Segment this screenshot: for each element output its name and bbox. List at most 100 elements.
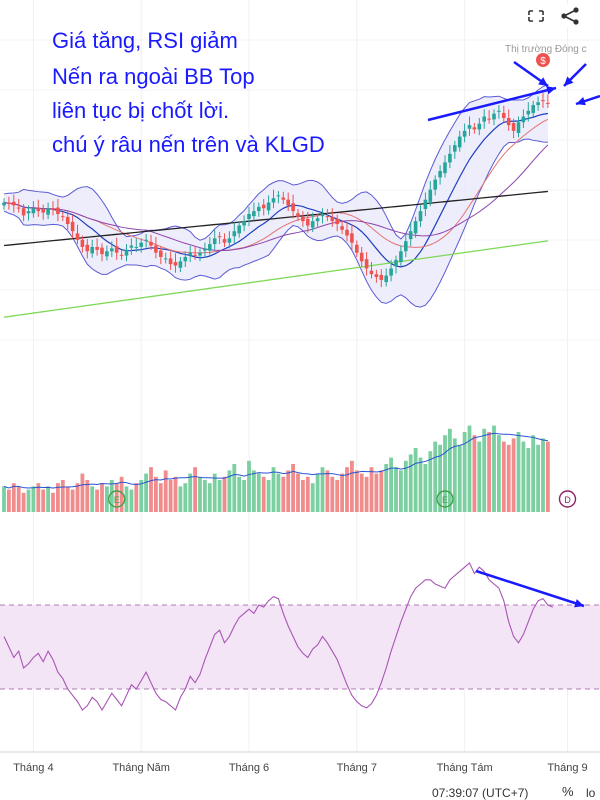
candle-body [46,208,50,215]
volume-bar [359,473,364,512]
candle-body [271,198,276,203]
candle-body [335,219,339,225]
volume-bar [403,460,408,512]
candle-body [320,214,325,217]
candle-body [237,225,241,234]
arrow-icon [546,85,556,95]
volume-bar [516,432,521,512]
volume-bar [345,467,349,512]
volume-marker-ring [107,490,126,508]
ma-purple-line [3,144,549,252]
candle-body [70,221,75,232]
event-marker-label: $ [540,56,546,67]
candle-body [90,246,94,254]
volume-bar [256,473,261,512]
volume-bar [11,483,16,512]
candle-body [168,258,173,265]
candle-body [159,250,163,257]
ma-fast-line [3,112,548,268]
candle-body [340,226,344,230]
share-icon [561,7,579,25]
candle-body [114,246,119,253]
candle-body [144,239,148,241]
volume-bar [281,476,286,512]
candle-body [31,208,36,214]
volume-bar [222,476,227,512]
volume-bar [521,441,526,512]
candle-body [536,102,540,106]
candle-body [80,239,85,247]
volume-bar [80,473,85,512]
candle-body [315,218,320,222]
candle-body [26,211,31,214]
x-tick-label: Tháng 9 [547,762,587,774]
volume-marker: D [558,490,577,508]
candle-body [178,261,183,268]
candle-body [286,199,290,206]
bollinger-bands [3,84,549,308]
candle-body [487,118,491,120]
candle-body [448,153,452,163]
volume-bar [335,480,340,512]
candle-body [428,189,433,202]
candle-body [531,105,535,113]
candle-body [36,208,41,212]
candlestick-series: $ [2,53,550,288]
candle-body [472,127,477,130]
candle-body [301,216,305,222]
candle-body [330,216,335,222]
candle-body [394,259,398,267]
volume-bar [51,492,55,512]
volume-bar [408,454,413,512]
percent-scale-button[interactable]: % [562,784,574,799]
expand-button[interactable] [522,4,550,28]
volume-bar [433,441,438,512]
candle-body [423,199,428,209]
volume-bar [212,473,217,512]
volume-bar [487,432,491,512]
candle-body [404,241,408,252]
candle-body [2,202,6,206]
volume-bar [7,489,11,512]
annotation-line-4: chú ý râu nến trên và KLGD [52,132,325,157]
volume-bar [198,476,202,512]
clock-readout: 07:39:07 (UTC+7) [432,786,529,800]
volume-bar [492,425,496,512]
candle-body [276,195,281,197]
rsi-panel [0,562,600,712]
volume-bar [389,457,393,512]
candle-body [359,252,364,262]
candle-body [124,249,129,256]
candle-body [232,231,237,237]
candle-body [208,244,212,251]
volume-bar [149,467,153,512]
volume-bar [315,473,320,512]
legend-status: Thị trường Đóng c [505,44,587,55]
share-button[interactable] [556,4,584,28]
candle-body [350,233,354,243]
candle-body [364,259,369,269]
volume-bar [36,483,41,512]
candle-body [521,116,526,123]
x-axis: Tháng 4 Tháng Năm Tháng 6 Tháng 7 Tháng Tám T… [13,762,587,774]
volume-bar [526,448,531,512]
volume-bar [261,476,266,512]
volume-bar [482,428,487,512]
candle-body [203,248,207,251]
candle-body [310,221,315,228]
volume-bar [310,483,315,512]
volume-bar [501,441,506,512]
volume-bar [217,480,222,512]
candle-body [173,262,178,266]
volume-bar [472,435,477,512]
volume-marker-label: D [564,495,571,505]
arrow-shaft [427,86,557,122]
candle-body [257,206,261,212]
candle-body [95,246,99,250]
candle-body [502,112,506,118]
log-scale-button[interactable]: lo [586,786,596,800]
candle-body [242,221,246,226]
volume-bar [350,460,354,512]
ma-black-line [3,190,548,247]
volume-marker-label: E [442,495,448,505]
